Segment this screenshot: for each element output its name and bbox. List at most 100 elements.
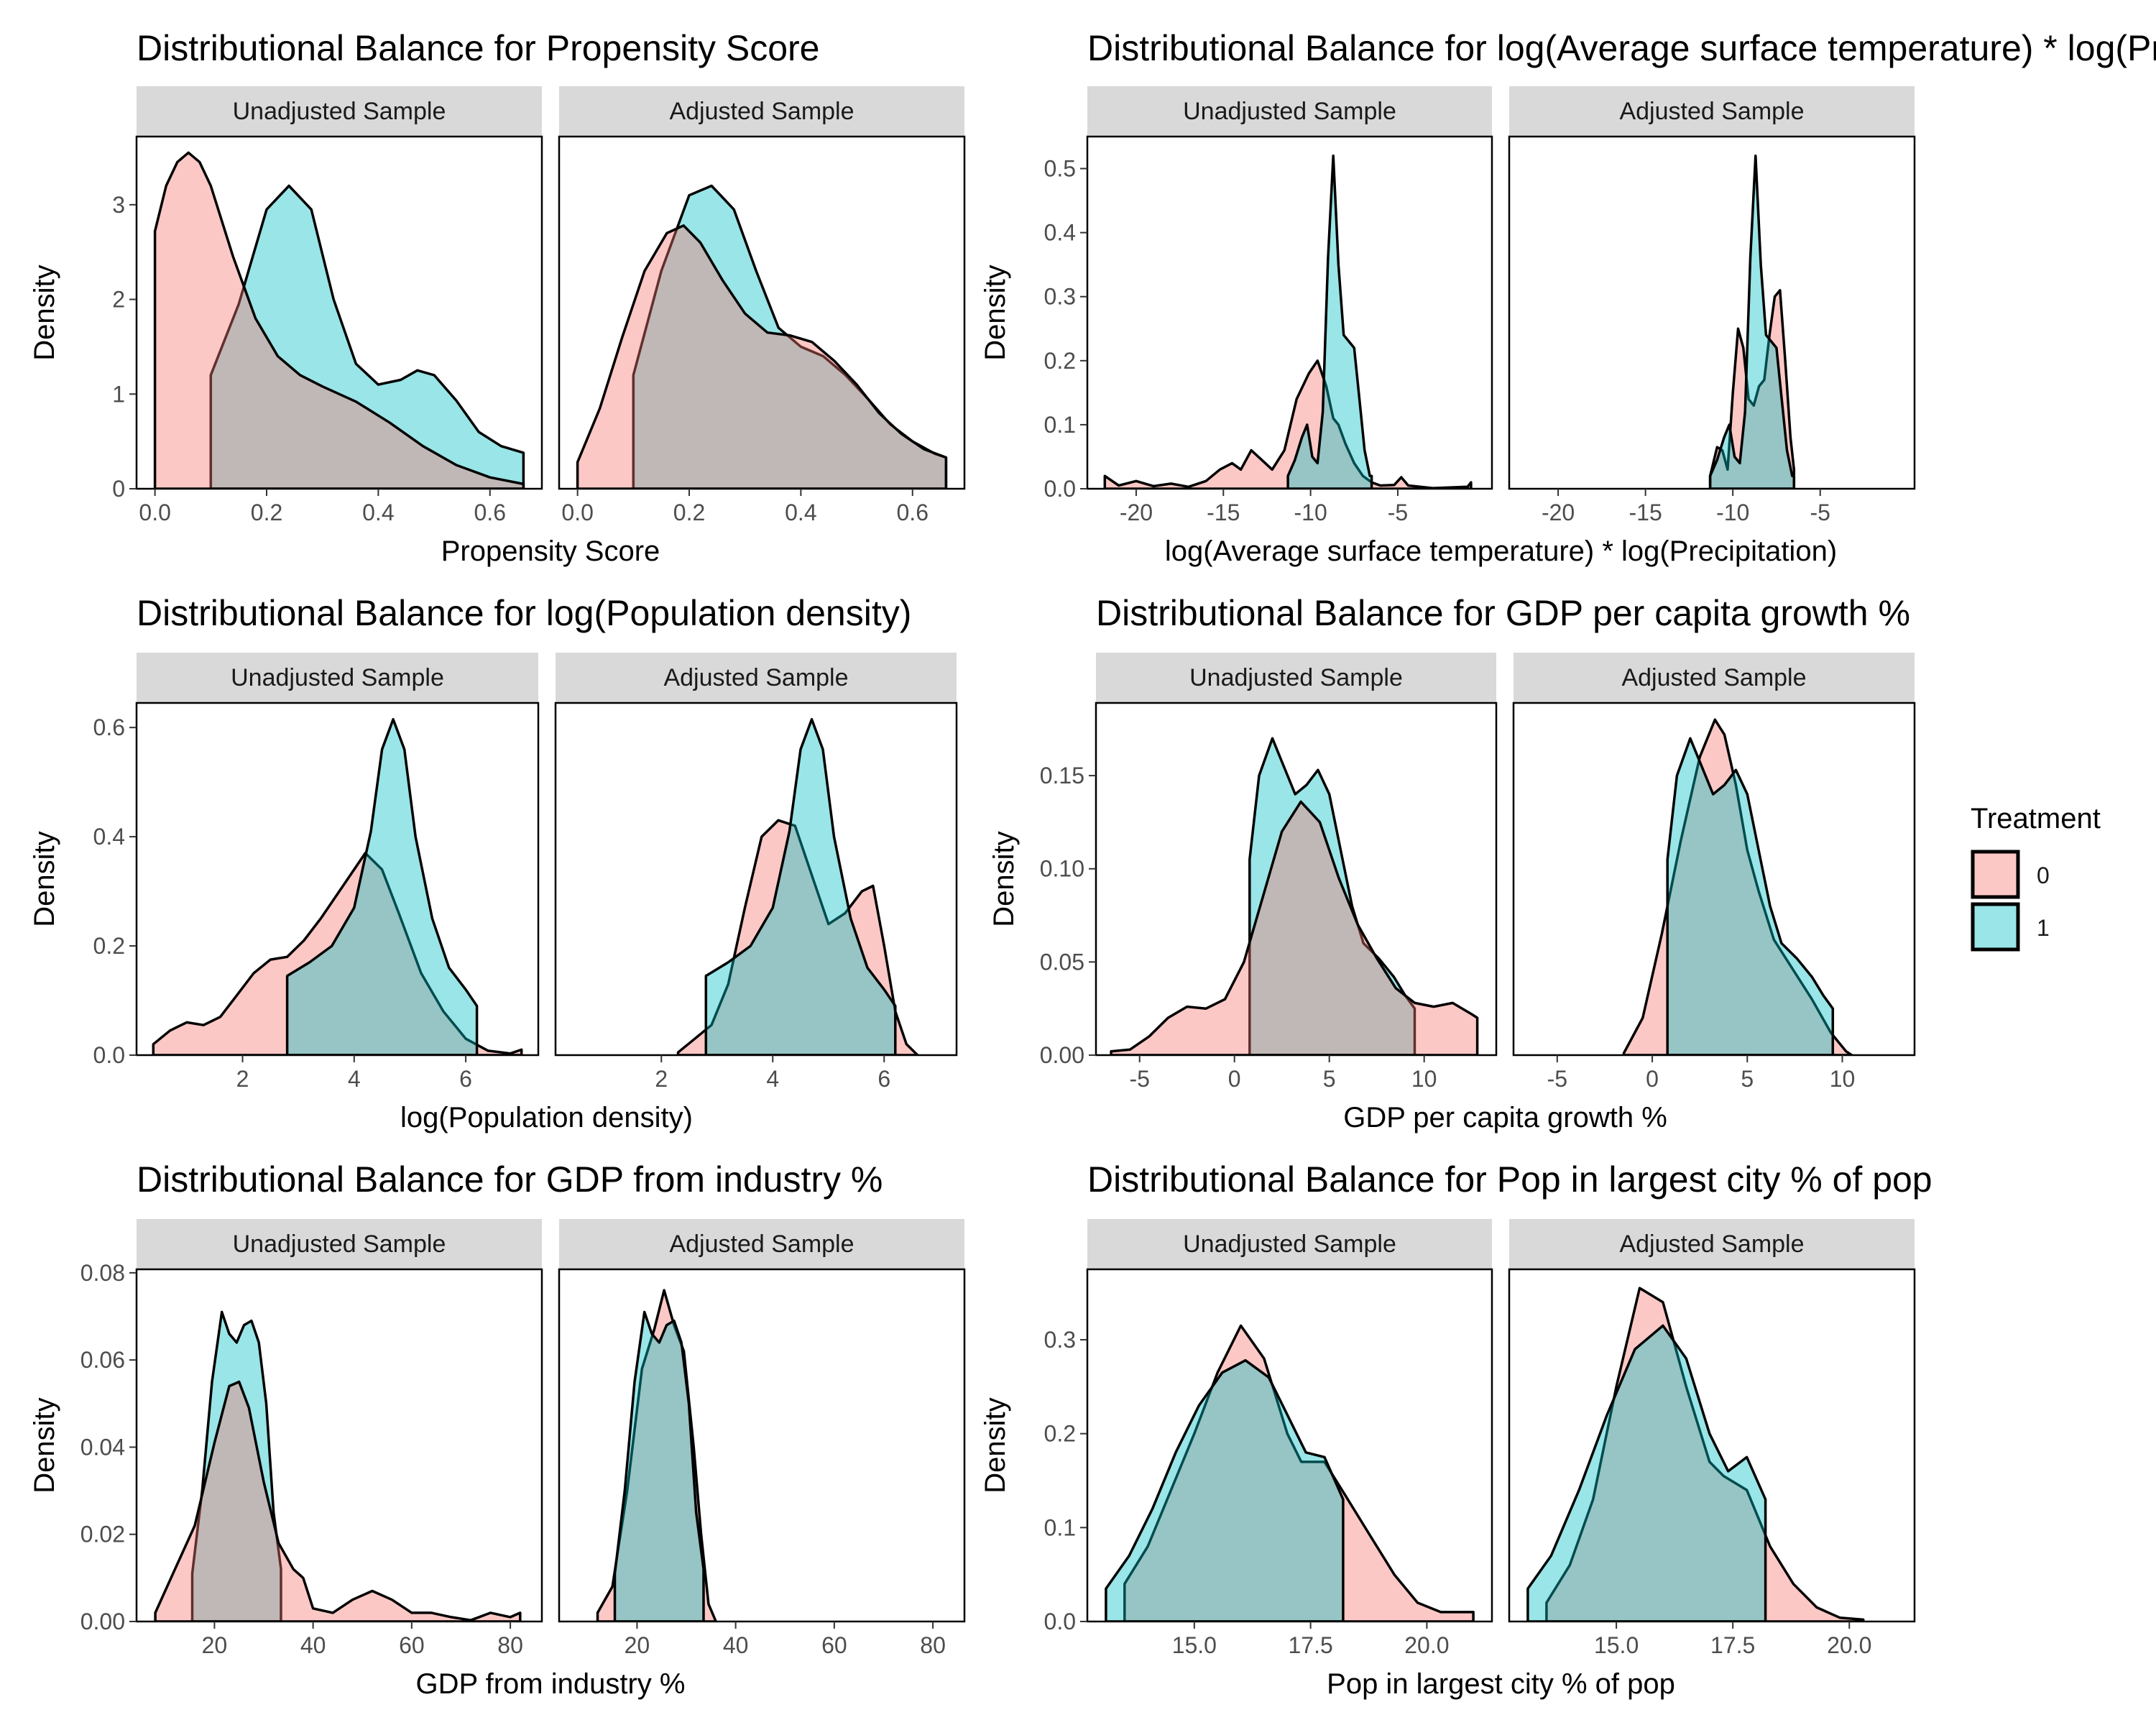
density-area-treatment-0 (1103, 359, 1473, 489)
legend: Treatment 0 1 (1971, 803, 2101, 952)
x-tick-label: 40 (723, 1632, 749, 1658)
panel-border (1508, 135, 1916, 490)
facet-unadjusted: Unadjusted Sample -20 -15 -10 -5 0.0 0.1 0.2 0.3… (1044, 86, 1493, 525)
x-tick-label: 80 (920, 1632, 946, 1658)
y-tick-label: 3 (112, 192, 125, 218)
x-tick-label: 20 (202, 1632, 228, 1658)
x-axis-title: log(Population density) (400, 1102, 693, 1133)
density-area-treatment-1 (1286, 154, 1373, 489)
x-tick-label: -10 (1716, 500, 1749, 525)
density-area-treatment-0 (153, 151, 525, 489)
density-areas (1103, 154, 1473, 489)
facet-strip-label: Adjusted Sample (669, 1230, 854, 1258)
panel-border (1086, 1268, 1493, 1623)
density-areas (153, 151, 525, 489)
x-tick-label: -5 (1388, 500, 1408, 525)
x-tick-label: 6 (877, 1066, 890, 1092)
x-tick-label: 0.0 (561, 500, 593, 525)
density-areas (596, 1289, 717, 1622)
facet-strip-label: Unadjusted Sample (1189, 664, 1403, 691)
facet-adjusted: Adjusted Sample 15.0 17.5 20.0 (1508, 1219, 1916, 1658)
density-area-treatment-1 (209, 184, 525, 489)
panel-border (558, 1268, 966, 1623)
density-area-treatment-0 (1110, 800, 1479, 1055)
x-axis-title: GDP per capita growth % (1343, 1102, 1667, 1133)
density-areas (1110, 737, 1479, 1055)
density-area-treatment-0 (576, 224, 948, 489)
facet-strip-label: Unadjusted Sample (233, 98, 446, 125)
y-tick-label: 0.15 (1040, 763, 1084, 788)
x-axis-title: log(Average surface temperature) * log(P… (1165, 535, 1837, 567)
facet-unadjusted: Unadjusted Sample 20 40 60 80 0.00 0.02 0.04 0.0… (80, 1219, 543, 1658)
x-tick-label: 17.5 (1288, 1632, 1332, 1658)
facet-strip (559, 86, 964, 137)
x-tick-label: 15.0 (1594, 1632, 1639, 1658)
facet-unadjusted: Unadjusted Sample 15.0 17.5 20.0 0.0 0.1 0.2 0.… (1044, 1219, 1493, 1658)
x-tick-label: 0.0 (139, 500, 170, 525)
x-tick-label: 80 (497, 1632, 523, 1658)
y-axis-title: Density (29, 1397, 60, 1493)
plot-background (137, 1269, 542, 1622)
plot-background (1509, 1269, 1915, 1622)
x-tick-label: 0.6 (897, 500, 929, 525)
facet-strip-label: Unadjusted Sample (233, 1230, 446, 1258)
facet-strip-label: Unadjusted Sample (1183, 98, 1396, 125)
facet-adjusted: Adjusted Sample -20 -15 -10 -5 (1508, 86, 1916, 525)
legend-key-1 (1971, 902, 2020, 952)
density-areas (576, 184, 948, 489)
panel-3: Distributional Balance for log(Populatio… (29, 593, 958, 1133)
facet-strip (1509, 1219, 1915, 1269)
panel-title: Distributional Balance for log(Populatio… (137, 593, 911, 633)
panel-border (135, 135, 543, 490)
facet-strip-label: Adjusted Sample (669, 98, 854, 125)
legend-label-0: 0 (2037, 862, 2050, 888)
y-tick-label: 0.04 (80, 1434, 125, 1460)
panel-border (1086, 135, 1493, 490)
density-area-treatment-0 (154, 1380, 522, 1622)
y-tick-label: 0.0 (1044, 1609, 1076, 1634)
y-tick-label: 0.5 (1044, 156, 1076, 182)
facet-strip-label: Unadjusted Sample (231, 664, 444, 691)
facet-unadjusted: Unadjusted Sample -5 0 5 10 0.00 0.05 0.10 0.15 (1040, 653, 1498, 1092)
x-axis-title: Pop in largest city % of pop (1327, 1668, 1675, 1700)
facet-unadjusted: Unadjusted Sample 0.0 0.2 0.4 0.6 0 1 2 3 (112, 86, 543, 525)
y-tick-label: 0.0 (93, 1042, 125, 1068)
panel-border (1512, 702, 1916, 1057)
y-tick-label: 0 (112, 476, 125, 502)
x-tick-label: 0 (1228, 1066, 1241, 1092)
panel-title: Distributional Balance for GDP per capit… (1096, 593, 1910, 633)
x-tick-label: 4 (766, 1066, 779, 1092)
x-tick-label: 0 (1646, 1066, 1659, 1092)
panel-border (135, 1268, 543, 1623)
facet-strip (1514, 653, 1915, 703)
y-tick-label: 0.05 (1040, 949, 1084, 975)
y-tick-label: 0.3 (1044, 1327, 1076, 1353)
density-areas (676, 718, 919, 1055)
density-areas (1105, 1324, 1475, 1622)
x-tick-label: 0.2 (673, 500, 705, 525)
x-tick-label: 60 (821, 1632, 847, 1658)
y-tick-label: 0.6 (93, 714, 125, 740)
y-tick-label: 0.4 (93, 824, 125, 850)
x-tick-label: 5 (1741, 1066, 1754, 1092)
panel-6: Distributional Balance for Pop in larges… (980, 1159, 1932, 1700)
y-tick-label: 0.4 (1044, 220, 1076, 246)
density-areas (152, 718, 523, 1055)
y-tick-label: 0.0 (1044, 476, 1076, 502)
y-tick-label: 0.2 (1044, 1421, 1076, 1447)
x-tick-label: 10 (1830, 1066, 1856, 1092)
panel-border (1508, 1268, 1916, 1623)
panel-5: Distributional Balance for GDP from indu… (29, 1159, 966, 1700)
density-area-treatment-1 (1666, 737, 1835, 1055)
x-tick-label: -5 (1547, 1066, 1567, 1092)
x-tick-label: 20.0 (1827, 1632, 1871, 1658)
facet-strip-label: Adjusted Sample (1621, 664, 1806, 691)
facet-strip (1096, 653, 1496, 703)
density-areas (1622, 718, 1853, 1055)
x-tick-label: -10 (1294, 500, 1327, 525)
plot-background (1087, 1269, 1492, 1622)
plot-background (1509, 137, 1915, 489)
y-tick-label: 0.00 (1040, 1042, 1084, 1068)
x-tick-label: 4 (348, 1066, 361, 1092)
panel-2: Distributional Balance for log(Average s… (980, 28, 2156, 567)
